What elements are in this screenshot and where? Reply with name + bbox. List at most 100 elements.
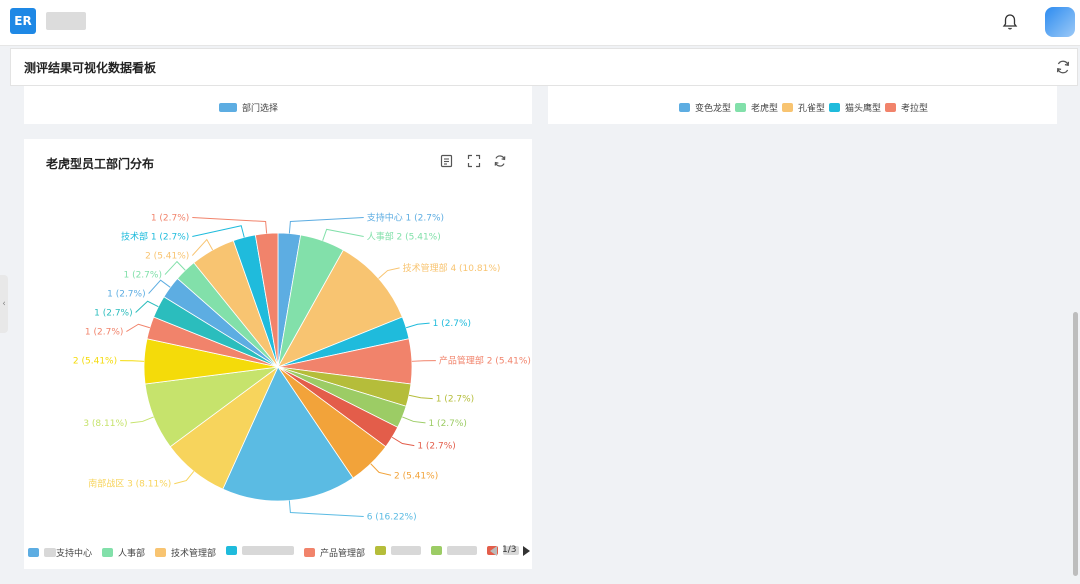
legend-item-koala[interactable]: 考拉型 [885,101,928,114]
legend-item-peacock[interactable]: 孔雀型 [782,101,825,114]
slice-label: 支持中心 1 (2.7%) [367,212,444,224]
app-logo[interactable]: ER [10,8,36,34]
legend-label: 考拉型 [901,104,929,114]
legend-swatch [155,548,166,557]
avatar[interactable] [1045,7,1075,37]
slice-label: 人事部 2 (5.41%) [367,231,441,243]
fullscreen-icon[interactable] [467,154,481,168]
label-leader-line [126,323,151,332]
legend-label: 技术管理部 [171,549,217,559]
label-leader-line [408,394,433,400]
chevron-left-icon: ‹ [2,299,6,309]
personality-type-card: 变色龙型 老虎型 孔雀型 猫头鹰型 考拉型 [548,86,1057,124]
page-title: 测评结果可视化数据看板 [24,61,157,75]
app-name-redacted [46,12,86,30]
legend-item[interactable]: 人事部 [102,546,145,559]
slice-label: 1 (2.7%) [417,442,455,452]
label-leader-line [378,267,400,279]
legend-item[interactable]: 技术管理部 [155,546,216,559]
bell-icon[interactable] [1002,13,1018,31]
label-leader-line [164,260,186,275]
legend-label: 支持中心 [56,549,93,559]
legend-swatch [226,546,237,555]
legend-label: 老虎型 [751,104,779,114]
legend-swatch [735,103,746,112]
label-leader-line [120,360,145,362]
slice-label: 1 (2.7%) [123,271,161,281]
legend-swatch [28,548,39,557]
legend-item-owl[interactable]: 猫头鹰型 [829,101,881,114]
legend-prev-icon[interactable] [490,546,498,556]
tiger-department-chart-card: 老虎型员工部门分布 支持中心 1 (2.7%) 人事部 2 (5.41%) 技术管理… [24,139,532,569]
legend-swatch [375,546,386,555]
pie-slice[interactable] [254,232,279,368]
legend-item-department-select[interactable]: 部门选择 [219,101,278,114]
legend-swatch [304,548,315,557]
legend-next-icon[interactable] [522,546,530,556]
legend-label-redacted [447,546,477,555]
legend-label: 猫头鹰型 [845,104,882,114]
legend-swatch [885,103,896,112]
label-leader-line [322,228,364,241]
pie-chart: 支持中心 1 (2.7%) 人事部 2 (5.41%) 技术管理部 4 (10.81… [73,212,531,523]
legend-label: 孔雀型 [798,104,826,114]
slice-label: 2 (5.41%) [145,252,189,262]
refresh-icon[interactable] [1055,59,1071,75]
slice-label: 产品管理部 2 (5.41%) [439,355,531,367]
legend-swatch [431,546,442,555]
label-leader-line [148,279,171,294]
slice-label: 1 (2.7%) [151,214,189,224]
legend-item[interactable] [431,546,477,555]
slice-label: 1 (2.7%) [85,328,123,338]
legend-label-redacted [242,546,294,555]
legend-swatch [679,103,690,112]
legend-swatch [102,548,113,557]
department-select-card: 部门选择 [24,86,532,124]
legend-swatch [219,103,237,112]
label-leader-line [288,500,364,517]
label-leader-line [135,300,159,313]
chart-legend: 支持中心 人事部 技术管理部 产品管理部 [24,542,532,562]
slice-label: 技术部 1 (2.7%) [121,231,189,243]
label-leader-line [411,360,436,362]
label-leader-line [370,463,392,476]
slice-label: 1 (2.7%) [94,309,132,319]
label-leader-line [391,436,415,447]
legend-swatch [829,103,840,112]
label-leader-line [192,217,268,234]
pie-slice[interactable] [222,366,354,502]
slice-label: 1 (2.7%) [433,319,471,329]
legend-item[interactable]: 产品管理部 [304,546,365,559]
legend-swatch [782,103,793,112]
refresh-chart-icon[interactable] [493,154,507,168]
label-leader-line [192,225,245,238]
legend-item[interactable] [226,546,294,555]
label-leader-line [402,416,426,424]
legend-label: 变色龙型 [695,104,732,114]
legend-label: 产品管理部 [320,549,366,559]
data-view-icon[interactable] [440,154,454,168]
top-bar: ER [0,0,1080,46]
legend-label: 部门选择 [242,104,279,114]
pie-slice[interactable] [277,249,403,368]
scrollbar-thumb[interactable] [1073,312,1078,576]
slice-label: 南部战区 3 (8.11%) [88,478,171,490]
slice-label: 1 (2.7%) [428,419,466,429]
slice-label: 2 (5.41%) [73,357,117,367]
legend-item-tiger[interactable]: 老虎型 [735,101,778,114]
legend-item[interactable]: 支持中心 [28,546,92,559]
legend-label: 人事部 [118,549,146,559]
legend-label-redacted [503,546,519,555]
legend-pagination: 1/3 [502,545,517,555]
slice-label: 6 (16.22%) [367,512,417,522]
label-leader-line [405,322,430,329]
chart-title: 老虎型员工部门分布 [46,157,155,171]
legend-label-redacted [44,548,56,557]
label-leader-line [174,470,195,485]
legend-item[interactable] [375,546,421,555]
label-leader-line [130,416,154,424]
slice-label: 2 (5.41%) [394,471,438,481]
label-leader-line [191,238,214,256]
sidebar-collapse-handle[interactable]: ‹ [0,275,8,333]
legend-item-chameleon[interactable]: 变色龙型 [679,101,731,114]
